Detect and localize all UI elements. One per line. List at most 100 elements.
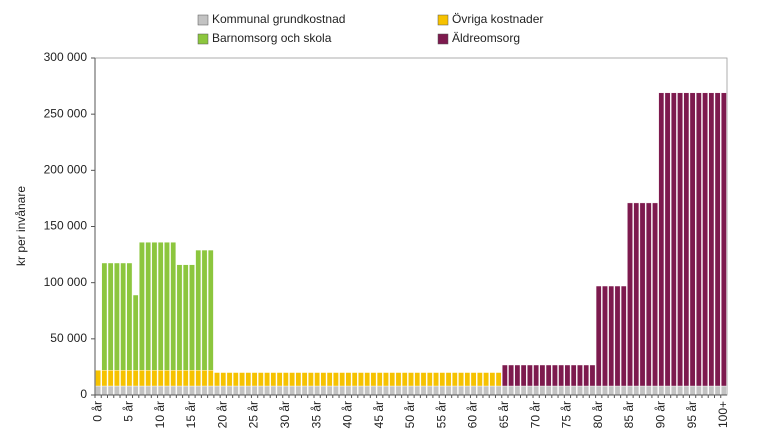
bar-segment	[658, 92, 665, 387]
y-tick-label: 150 000	[44, 219, 88, 233]
bar-segment	[358, 372, 364, 387]
bar-segment	[545, 364, 552, 387]
x-tick-label: 50 år	[403, 401, 417, 428]
bar-segment	[358, 385, 364, 396]
x-tick-label: 95 år	[685, 401, 699, 428]
bar-segment	[670, 92, 677, 387]
bar-segment	[545, 385, 552, 396]
bar-segment	[145, 242, 152, 371]
bar-segment	[645, 202, 652, 387]
bar-segment	[126, 385, 133, 396]
bar-segment	[276, 385, 283, 396]
bar-segment	[120, 370, 126, 387]
bar-segment	[721, 385, 727, 396]
bar-segment	[426, 372, 433, 387]
bar-segment	[107, 262, 114, 371]
bar-segment	[627, 385, 633, 396]
bar-segment	[257, 372, 264, 387]
bar-segment	[577, 364, 583, 387]
bar-segment	[201, 370, 208, 387]
y-tick-label: 300 000	[44, 50, 88, 64]
bar-segment	[451, 372, 458, 387]
bar-segment	[195, 385, 202, 396]
x-tick-label: 80 år	[591, 401, 605, 428]
bar-segment	[721, 92, 727, 387]
bar-segment	[164, 385, 170, 396]
bar-segment	[514, 385, 521, 396]
x-tick-label: 15 år	[184, 401, 198, 428]
x-tick-label: 85 år	[622, 401, 636, 428]
bar-segment	[207, 249, 214, 371]
bar-segment	[451, 385, 458, 396]
bar-segment	[351, 385, 358, 396]
bar-segment	[139, 385, 145, 396]
bar-segment	[633, 385, 640, 396]
bar-segment	[132, 294, 139, 371]
bar-segment	[289, 372, 295, 387]
y-axis-label: kr per invånare	[14, 186, 28, 266]
bar-segment	[608, 385, 615, 396]
bar-segment	[658, 385, 665, 396]
bar-segment	[182, 264, 189, 371]
bar-segment	[189, 264, 195, 371]
bar-segment	[401, 372, 408, 387]
legend-label: Övriga kostnader	[452, 12, 543, 26]
bar-segment	[257, 385, 264, 396]
bar-segment	[283, 372, 289, 387]
bar-segment	[495, 372, 502, 387]
bar-segment	[170, 370, 177, 387]
bar-segment	[151, 385, 158, 396]
x-tick-label: 20 år	[215, 401, 229, 428]
bar-segment	[696, 385, 702, 396]
bar-segment	[477, 385, 483, 396]
legend-label: Barnomsorg och skola	[212, 31, 332, 45]
bar-segment	[95, 385, 101, 396]
bar-segment	[126, 370, 133, 387]
bar-segment	[395, 372, 402, 387]
bar-segment	[677, 92, 683, 387]
legend-swatch	[437, 33, 449, 45]
bar-segment	[595, 385, 602, 396]
bar-segment	[477, 372, 483, 387]
bar-segment	[414, 372, 421, 387]
bar-segment	[301, 385, 308, 396]
bar-segment	[308, 372, 314, 387]
bar-segment	[151, 242, 158, 371]
bar-segment	[639, 385, 646, 396]
bar-segment	[239, 385, 245, 396]
bar-segment	[395, 385, 402, 396]
bar-segment	[383, 372, 389, 387]
bar-segment	[564, 385, 571, 396]
x-tick-label: 90 år	[653, 401, 667, 428]
bar-segment	[389, 385, 396, 396]
bar-segment	[270, 372, 277, 387]
bar-segment	[420, 372, 427, 387]
bar-segment	[702, 92, 708, 387]
bar-segment	[226, 385, 233, 396]
bar-segment	[182, 385, 189, 396]
bar-segment	[583, 385, 590, 396]
bar-segment	[389, 372, 396, 387]
bar-segment	[214, 385, 220, 396]
bar-segment	[683, 385, 690, 396]
bar-segment	[608, 285, 615, 387]
bar-segment	[101, 370, 108, 387]
bar-segment	[714, 385, 721, 396]
bar-segment	[433, 385, 439, 396]
bar-segment	[502, 385, 508, 396]
bar-segment	[383, 385, 389, 396]
bar-segment	[414, 385, 421, 396]
bar-segment	[370, 372, 377, 387]
bar-segment	[264, 385, 270, 396]
bar-segment	[189, 370, 195, 387]
bar-segment	[101, 385, 108, 396]
bar-segment	[245, 385, 252, 396]
bar-segment	[696, 92, 702, 387]
bar-segment	[445, 385, 452, 396]
bar-segment	[702, 385, 708, 396]
legend-swatch	[437, 14, 449, 26]
bar-segment	[564, 364, 571, 387]
y-tick-label: 0	[80, 387, 87, 401]
bar-segment	[326, 372, 333, 387]
